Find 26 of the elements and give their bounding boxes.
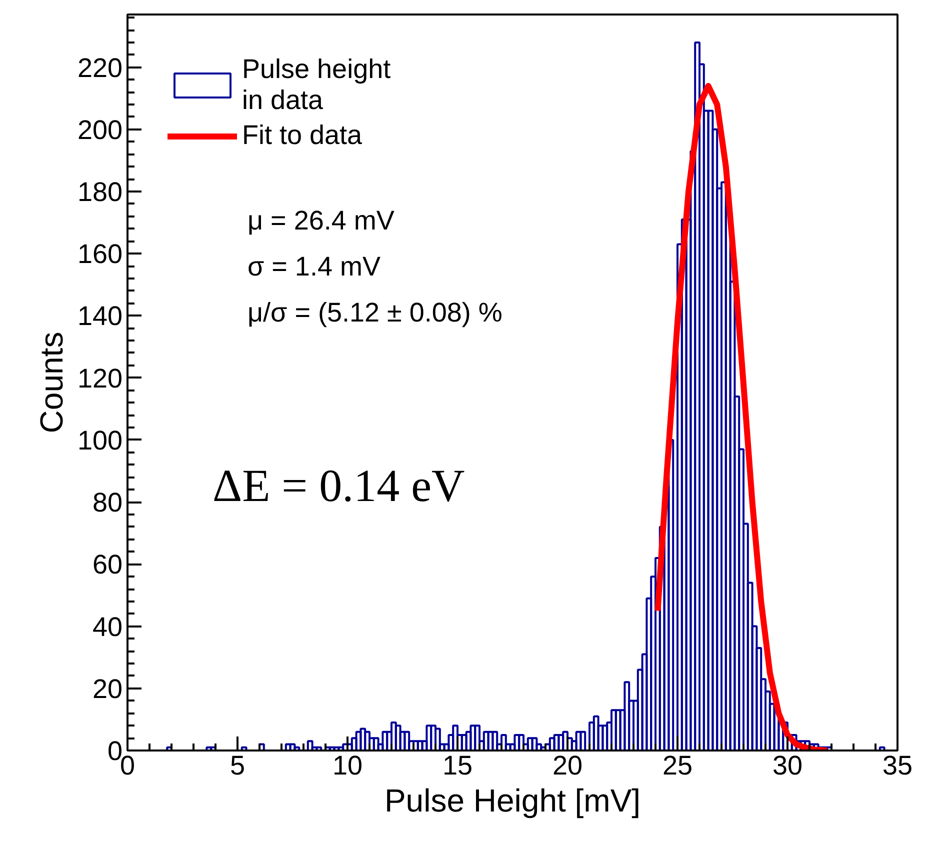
- y-tick-label: 20: [92, 674, 123, 704]
- y-tick-label: 80: [92, 488, 123, 518]
- legend-label: Pulse height in data: [242, 54, 391, 116]
- y-tick-label: 60: [92, 550, 123, 580]
- annotation: σ = 1.4 mV: [248, 252, 380, 282]
- y-tick-label: 220: [77, 52, 123, 83]
- annotation: μ = 26.4 mV: [248, 206, 394, 236]
- y-tick-label: 140: [77, 301, 123, 332]
- x-tick-label: 5: [230, 750, 246, 780]
- y-tick-label: 120: [77, 363, 123, 394]
- x-tick-label: 25: [662, 750, 693, 780]
- x-axis-title: Pulse Height [mV]: [384, 782, 641, 818]
- y-tick-label: 200: [77, 114, 123, 145]
- y-tick-label: 160: [77, 239, 123, 270]
- annotation: ΔE = 0.14 eV: [212, 460, 465, 511]
- x-tick-label: 20: [552, 750, 583, 780]
- x-tick-label: 15: [442, 750, 473, 780]
- annotation: μ/σ = (5.12 ± 0.08) %: [248, 298, 502, 328]
- legend-label: Fit to data: [242, 120, 362, 151]
- y-tick-label: 180: [77, 177, 123, 208]
- x-tick-label: 35: [882, 750, 913, 780]
- y-tick-label: 40: [92, 612, 123, 642]
- x-tick-label: 10: [332, 750, 363, 780]
- x-tick-label: 30: [772, 750, 803, 780]
- y-axis-title: Counts: [33, 332, 70, 434]
- y-tick-label: 100: [77, 425, 123, 456]
